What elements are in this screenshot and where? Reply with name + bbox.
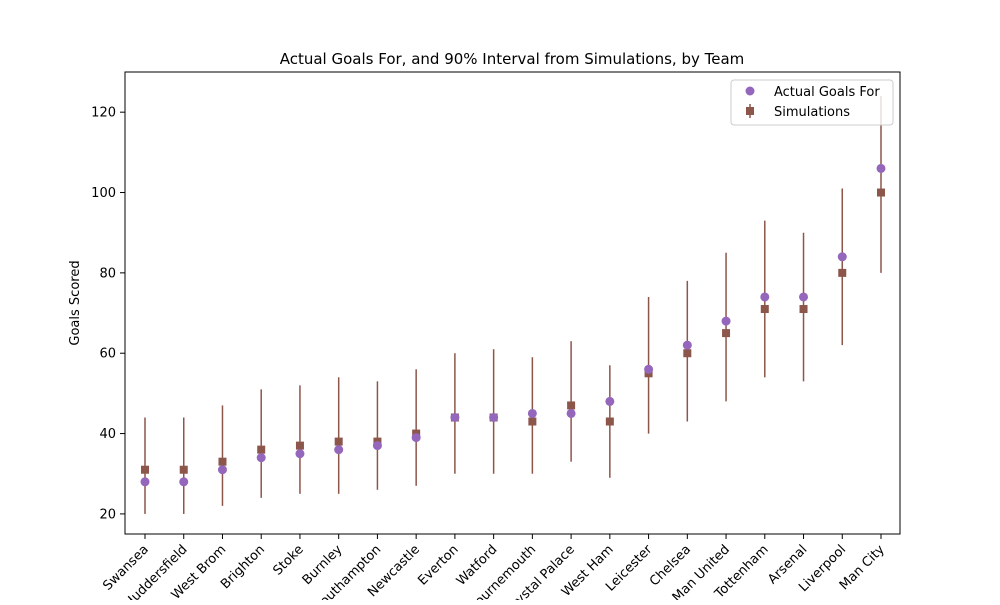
simulation-point <box>760 305 769 314</box>
legend-box <box>730 79 894 126</box>
actual-point <box>256 453 266 463</box>
simulation-point <box>334 437 343 446</box>
x-tick-label: Stoke <box>270 542 306 578</box>
simulation-point <box>218 457 227 466</box>
y-tick-label: 120 <box>91 106 116 121</box>
simulation-point <box>605 417 614 426</box>
actual-point <box>179 477 189 487</box>
simulation-point <box>257 445 266 454</box>
legend-marker-actual <box>745 86 755 96</box>
actual-point <box>411 433 421 443</box>
legend-marker-simulations <box>746 107 754 115</box>
actual-point <box>566 408 576 418</box>
actual-point <box>721 316 731 326</box>
actual-point <box>837 252 847 262</box>
simulation-point <box>179 465 188 474</box>
simulation-point <box>528 417 537 426</box>
y-tick-label: 60 <box>99 347 116 362</box>
y-axis-label: Goals Scored <box>68 260 83 345</box>
simulation-point <box>722 329 731 338</box>
simulation-point <box>141 465 149 474</box>
y-tick-label: 40 <box>99 427 116 442</box>
actual-point <box>372 441 382 451</box>
actual-point <box>489 412 499 422</box>
actual-point <box>682 340 692 350</box>
actual-point <box>799 292 809 302</box>
y-tick-label: 20 <box>99 507 116 522</box>
simulation-point <box>567 401 576 410</box>
actual-point <box>140 477 150 487</box>
legend: Actual Goals For Simulations <box>730 79 894 126</box>
actual-point <box>527 408 537 418</box>
actual-point <box>450 412 460 422</box>
actual-point <box>295 449 305 459</box>
y-tick-label: 80 <box>99 266 116 281</box>
actual-point <box>644 364 654 374</box>
simulation-point <box>877 188 885 197</box>
plot-frame <box>124 71 901 535</box>
actual-point <box>876 163 886 173</box>
actual-point <box>605 396 615 406</box>
actual-point <box>760 292 770 302</box>
y-tick-label: 100 <box>91 186 116 201</box>
actual-point <box>334 445 344 455</box>
legend-label-actual: Actual Goals For <box>774 85 880 100</box>
actual-point <box>217 465 227 475</box>
simulation-point <box>295 441 304 450</box>
chart-title: Actual Goals For, and 90% Interval from … <box>280 50 745 68</box>
simulation-point <box>838 268 847 277</box>
legend-label-simulations: Simulations <box>774 105 850 120</box>
simulation-point <box>799 305 808 314</box>
simulation-point <box>683 349 692 358</box>
x-tick-label: Everton <box>415 542 461 588</box>
